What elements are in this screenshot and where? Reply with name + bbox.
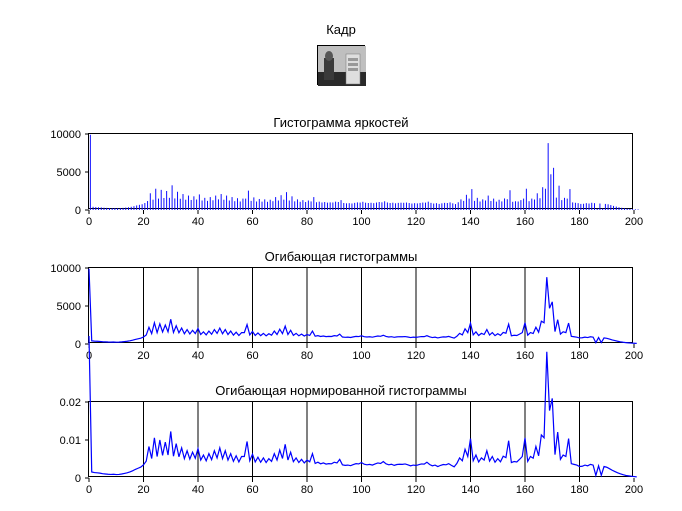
bars bbox=[90, 135, 639, 210]
svg-text:0: 0 bbox=[75, 473, 81, 485]
svg-text:180: 180 bbox=[570, 350, 588, 362]
svg-text:80: 80 bbox=[301, 350, 313, 362]
svg-text:100: 100 bbox=[352, 484, 370, 496]
line-series bbox=[89, 269, 637, 344]
svg-text:200: 200 bbox=[625, 350, 643, 362]
svg-text:120: 120 bbox=[407, 216, 425, 228]
svg-text:20: 20 bbox=[137, 350, 149, 362]
ticks: 0 20 40 60 80 100 120 140 160 180 200 0 5000 10000 bbox=[50, 129, 643, 228]
svg-text:180: 180 bbox=[570, 484, 588, 496]
svg-text:140: 140 bbox=[461, 216, 479, 228]
panel-envelope: 0204060801001201401601802000500010000 bbox=[88, 267, 633, 343]
svg-text:20: 20 bbox=[137, 216, 149, 228]
title-frame: Кадр bbox=[0, 22, 682, 37]
svg-text:40: 40 bbox=[192, 216, 204, 228]
figure-root: Кадр Гистограмма яркостей 02040608010012… bbox=[0, 0, 682, 511]
svg-text:20: 20 bbox=[137, 484, 149, 496]
grid bbox=[144, 268, 580, 344]
svg-text:160: 160 bbox=[516, 484, 534, 496]
svg-text:120: 120 bbox=[407, 484, 425, 496]
svg-text:140: 140 bbox=[461, 484, 479, 496]
svg-text:60: 60 bbox=[246, 484, 258, 496]
chart-svg: 0204060801001201401601802000500010000 bbox=[89, 134, 634, 210]
svg-text:5000: 5000 bbox=[57, 301, 81, 313]
svg-text:200: 200 bbox=[625, 484, 643, 496]
svg-text:0: 0 bbox=[86, 216, 92, 228]
panel-histogram: 0204060801001201401601802000500010000 bbox=[88, 133, 633, 209]
svg-text:80: 80 bbox=[301, 484, 313, 496]
svg-text:200: 200 bbox=[625, 216, 643, 228]
svg-text:60: 60 bbox=[246, 216, 258, 228]
svg-text:120: 120 bbox=[407, 350, 425, 362]
svg-text:100: 100 bbox=[352, 216, 370, 228]
title-envelope: Огибающая гистограммы bbox=[0, 249, 682, 264]
chart-svg: 02040608010012014016018020000.010.02 bbox=[89, 402, 634, 478]
svg-text:0: 0 bbox=[75, 339, 81, 351]
svg-text:160: 160 bbox=[516, 350, 534, 362]
svg-text:180: 180 bbox=[570, 216, 588, 228]
svg-text:0.01: 0.01 bbox=[60, 435, 81, 447]
svg-text:0: 0 bbox=[86, 484, 92, 496]
svg-text:10000: 10000 bbox=[50, 263, 81, 275]
svg-text:10000: 10000 bbox=[50, 129, 81, 141]
svg-text:100: 100 bbox=[352, 350, 370, 362]
chart-svg: 0204060801001201401601802000500010000 bbox=[89, 268, 634, 344]
thumbnail-frame bbox=[317, 45, 365, 85]
title-histogram: Гистограмма яркостей bbox=[0, 115, 682, 130]
ticks: 0204060801001201401601802000500010000 bbox=[50, 263, 643, 362]
thumbnail-svg bbox=[318, 46, 366, 86]
svg-text:0.02: 0.02 bbox=[60, 397, 81, 409]
svg-text:60: 60 bbox=[246, 350, 258, 362]
svg-text:5000: 5000 bbox=[57, 167, 81, 179]
title-normalized: Огибающая нормированной гистограммы bbox=[0, 383, 682, 398]
grid bbox=[144, 402, 580, 478]
panel-normalized: 02040608010012014016018020000.010.02 bbox=[88, 401, 633, 477]
svg-text:80: 80 bbox=[301, 216, 313, 228]
svg-text:40: 40 bbox=[192, 350, 204, 362]
svg-text:40: 40 bbox=[192, 484, 204, 496]
svg-text:160: 160 bbox=[516, 216, 534, 228]
svg-text:140: 140 bbox=[461, 350, 479, 362]
svg-text:0: 0 bbox=[75, 205, 81, 217]
